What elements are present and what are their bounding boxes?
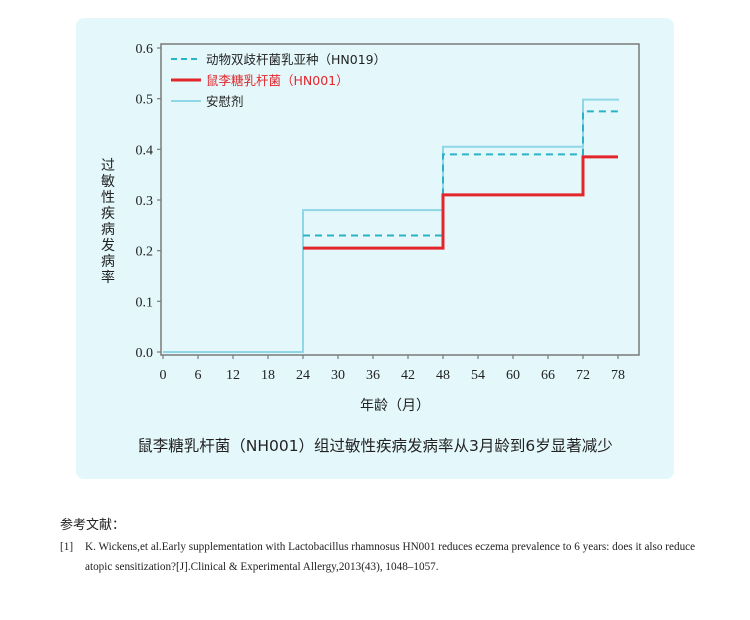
references-title: 参考文献： xyxy=(60,518,126,533)
y-axis-label-char: 率 xyxy=(101,269,115,286)
y-tick-label: 0.5 xyxy=(136,93,154,108)
x-tick-label: 66 xyxy=(541,368,555,383)
y-tick-label: 0.3 xyxy=(136,194,154,209)
y-axis-label: 过敏性疾病发病率 xyxy=(101,158,115,286)
x-tick-label: 36 xyxy=(366,368,380,383)
x-tick-label: 48 xyxy=(436,368,450,383)
y-axis-ticks: 0.0 0.1 0.2 0.3 0.4 0.5 0.6 xyxy=(136,42,161,361)
y-axis-label-char: 病 xyxy=(101,254,115,270)
series-lines xyxy=(163,98,619,353)
y-axis-label-char: 疾 xyxy=(101,206,115,222)
x-tick-label: 24 xyxy=(296,368,310,383)
chart-caption: 鼠李糖乳杆菌（NH001）组过敏性疾病发病率从3月龄到6岁显著减少 xyxy=(137,437,613,455)
x-tick-label: 42 xyxy=(401,368,415,383)
legend-label-placebo: 安慰剂 xyxy=(206,94,244,109)
y-tick-label: 0.4 xyxy=(136,143,154,158)
x-tick-label: 0 xyxy=(160,368,167,383)
series-line-placebo xyxy=(163,98,619,353)
legend-label-hn019: 动物双歧杆菌乳亚种（HN019） xyxy=(206,52,386,67)
x-tick-label: 60 xyxy=(506,368,520,383)
legend-label-hn001: 鼠李糖乳杆菌（HN001） xyxy=(206,73,349,88)
y-axis-label-char: 过 xyxy=(101,158,115,174)
reference-number: [1] xyxy=(60,541,74,553)
reference-text: K. Wickens,et al.Early supplementation w… xyxy=(85,541,696,573)
y-axis-label-char: 性 xyxy=(101,190,115,206)
y-axis-label-char: 敏 xyxy=(101,174,115,190)
plot-frame xyxy=(160,43,640,356)
y-axis-label-char: 发 xyxy=(101,238,115,254)
x-tick-label: 6 xyxy=(195,368,202,383)
step-chart: 0.0 0.1 0.2 0.3 0.4 0.5 0.6 0 6 12 18 24 30 36 42 48 54… xyxy=(101,42,640,414)
legend: 动物双歧杆菌乳亚种（HN019） 鼠李糖乳杆菌（HN001） 安慰剂 xyxy=(171,52,386,109)
y-tick-label: 0.6 xyxy=(136,42,154,57)
series-line-hn001 xyxy=(303,155,618,250)
references: 参考文献： [1] K. Wickens,et al.Early supplem… xyxy=(60,514,700,577)
y-tick-label: 0.1 xyxy=(136,295,154,310)
x-tick-label: 54 xyxy=(471,368,485,383)
x-axis-label: 年龄（月） xyxy=(360,398,430,414)
x-axis-ticks: 0 6 12 18 24 30 36 42 48 54 60 66 72 78 xyxy=(160,355,625,383)
reference-item: [1] K. Wickens,et al.Early supplementati… xyxy=(60,537,700,577)
series-line-hn019 xyxy=(303,110,618,237)
x-tick-label: 12 xyxy=(226,368,240,383)
y-axis-label-char: 病 xyxy=(101,222,115,238)
x-tick-label: 72 xyxy=(576,368,590,383)
x-tick-label: 18 xyxy=(261,368,275,383)
y-tick-label: 0.2 xyxy=(136,245,154,260)
x-tick-label: 30 xyxy=(331,368,345,383)
x-tick-label: 78 xyxy=(611,368,625,383)
y-tick-label: 0.0 xyxy=(136,346,154,361)
